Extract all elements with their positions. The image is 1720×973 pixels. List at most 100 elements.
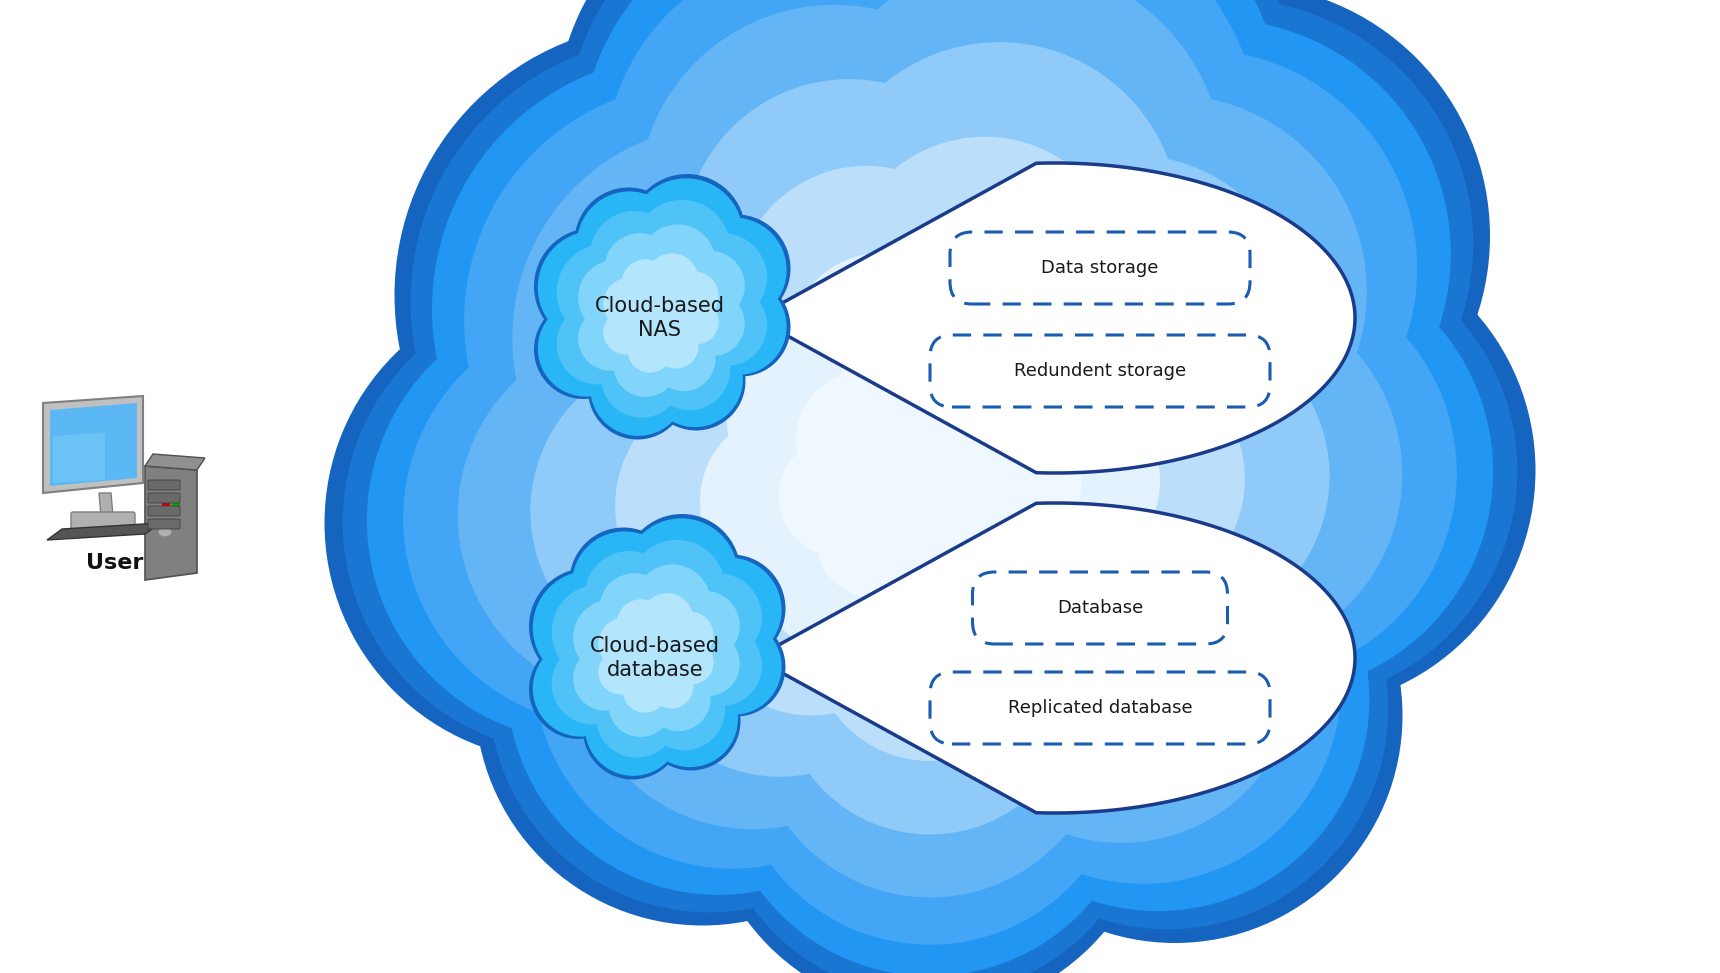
Circle shape <box>597 599 714 716</box>
Polygon shape <box>144 466 198 580</box>
FancyBboxPatch shape <box>931 672 1269 744</box>
Circle shape <box>686 618 786 716</box>
Circle shape <box>652 246 936 530</box>
Circle shape <box>671 271 719 320</box>
Circle shape <box>530 640 628 739</box>
Circle shape <box>574 475 931 829</box>
Text: Data storage: Data storage <box>1041 259 1159 277</box>
Circle shape <box>535 473 931 869</box>
Circle shape <box>604 0 1042 387</box>
Circle shape <box>784 0 1259 376</box>
Text: Redundent storage: Redundent storage <box>1013 362 1187 380</box>
Circle shape <box>616 382 863 630</box>
Circle shape <box>581 584 729 732</box>
Circle shape <box>843 515 1017 688</box>
Circle shape <box>800 0 1225 387</box>
Circle shape <box>817 484 931 597</box>
Circle shape <box>788 253 979 444</box>
Circle shape <box>580 121 1280 820</box>
Circle shape <box>604 309 648 354</box>
Circle shape <box>648 329 729 411</box>
Circle shape <box>394 22 941 568</box>
Circle shape <box>578 260 654 336</box>
Circle shape <box>1015 319 1330 633</box>
Circle shape <box>974 95 1367 488</box>
Circle shape <box>843 137 1127 420</box>
Circle shape <box>616 599 666 648</box>
Circle shape <box>774 0 1281 368</box>
Circle shape <box>628 174 745 291</box>
Circle shape <box>624 519 738 631</box>
Circle shape <box>628 328 673 373</box>
Circle shape <box>569 228 750 408</box>
Circle shape <box>573 531 678 636</box>
Circle shape <box>946 488 1342 883</box>
Circle shape <box>1060 233 1536 708</box>
Circle shape <box>411 36 941 566</box>
Circle shape <box>648 665 693 708</box>
Circle shape <box>836 333 963 459</box>
Circle shape <box>595 676 678 758</box>
FancyBboxPatch shape <box>972 572 1228 644</box>
Circle shape <box>614 333 678 397</box>
Circle shape <box>342 291 805 753</box>
Circle shape <box>619 277 700 358</box>
Circle shape <box>552 643 633 725</box>
Circle shape <box>647 332 745 430</box>
Circle shape <box>530 568 647 685</box>
FancyBboxPatch shape <box>71 512 134 530</box>
Circle shape <box>669 640 714 684</box>
Circle shape <box>564 568 745 748</box>
Circle shape <box>967 156 1300 488</box>
Polygon shape <box>46 523 160 540</box>
Circle shape <box>614 618 695 699</box>
Circle shape <box>630 178 743 292</box>
FancyBboxPatch shape <box>148 480 181 490</box>
Circle shape <box>590 211 678 300</box>
Circle shape <box>666 611 714 660</box>
Circle shape <box>590 340 686 436</box>
Circle shape <box>557 244 652 341</box>
Circle shape <box>604 146 1256 797</box>
Circle shape <box>538 231 652 344</box>
Circle shape <box>678 555 786 663</box>
Circle shape <box>690 278 786 375</box>
Circle shape <box>432 55 939 562</box>
Circle shape <box>642 671 741 771</box>
Circle shape <box>676 631 740 696</box>
Circle shape <box>621 259 671 307</box>
Circle shape <box>647 667 710 731</box>
Polygon shape <box>144 454 205 470</box>
Circle shape <box>944 488 1299 843</box>
Circle shape <box>533 300 633 399</box>
Circle shape <box>674 300 719 344</box>
Circle shape <box>635 199 729 296</box>
Circle shape <box>325 285 800 761</box>
Circle shape <box>642 671 738 767</box>
Circle shape <box>640 225 716 301</box>
Circle shape <box>757 482 931 654</box>
Circle shape <box>681 218 786 322</box>
Circle shape <box>753 543 1108 897</box>
Circle shape <box>566 0 1056 376</box>
Circle shape <box>998 355 1245 602</box>
Circle shape <box>630 477 931 776</box>
Polygon shape <box>755 503 1355 813</box>
Circle shape <box>867 232 1073 439</box>
Text: Cloud-based
database: Cloud-based database <box>590 636 721 679</box>
Circle shape <box>686 619 781 715</box>
Circle shape <box>702 558 1158 973</box>
Circle shape <box>630 540 726 636</box>
Circle shape <box>574 188 683 296</box>
Circle shape <box>843 396 1018 571</box>
Circle shape <box>960 226 1221 488</box>
Circle shape <box>578 192 681 296</box>
Circle shape <box>557 304 638 384</box>
Circle shape <box>1056 240 1517 702</box>
Circle shape <box>538 301 633 397</box>
Circle shape <box>796 372 932 508</box>
Circle shape <box>587 244 734 392</box>
Circle shape <box>642 594 693 646</box>
Circle shape <box>488 471 931 913</box>
Circle shape <box>1042 266 1457 680</box>
